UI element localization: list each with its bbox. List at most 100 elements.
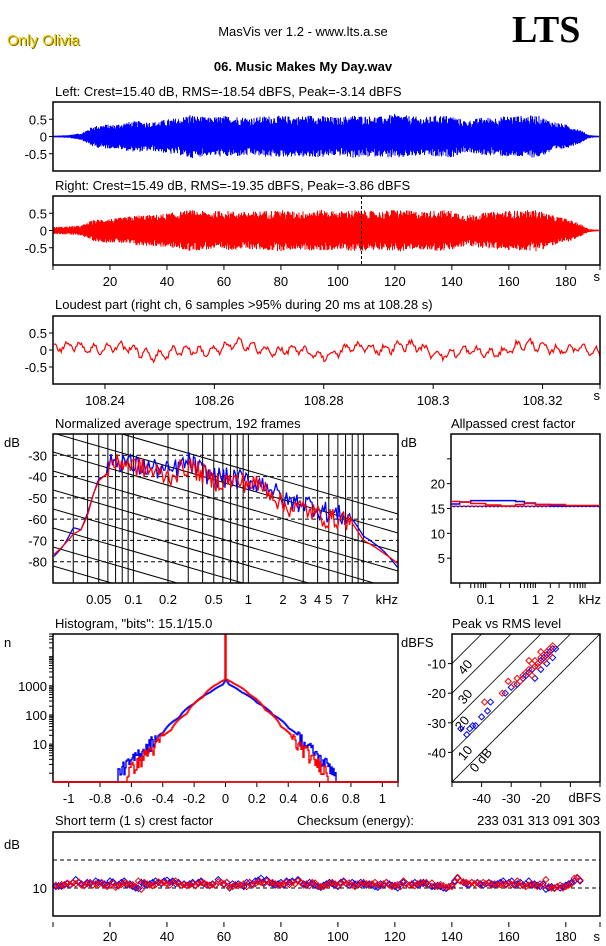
crest-point-right [334, 882, 342, 890]
y-tick-label: -0.5 [25, 147, 47, 162]
allpassed-right-line [451, 500, 600, 507]
crest-point-right [129, 880, 137, 889]
y-tick-label: -20 [427, 686, 446, 701]
crest-point-right [465, 880, 473, 888]
left-waveform-plot: 0.5 0 -0.5 [25, 101, 601, 172]
x-tick-label: -0.8 [89, 791, 111, 806]
checksum-label: Checksum (energy): [297, 813, 414, 828]
slope-line [53, 527, 245, 583]
crest-point-left [171, 880, 180, 888]
crest-point-right [516, 882, 524, 890]
crest-point-right [126, 881, 134, 889]
crest-point-right [419, 880, 428, 888]
spectrum-ylabel: dB [4, 435, 20, 450]
right-waveform-title: Right: Crest=15.49 dB, RMS=-19.35 dBFS, … [55, 178, 410, 193]
x-tick-label: -0.6 [120, 791, 142, 806]
crest-point-right [109, 879, 117, 887]
crest-point-left [240, 882, 248, 891]
pvr-point-right [504, 677, 512, 686]
crest-point-right [470, 880, 479, 888]
x-tick-label: 0 [222, 791, 229, 806]
loudest-part-title: Loudest part (right ch, 6 samples >95% d… [55, 297, 433, 312]
crest-point-right [337, 880, 345, 888]
crest-point-right [234, 882, 242, 890]
crest-point-right [368, 880, 376, 888]
crest-point-left [285, 878, 294, 887]
crest-point-right [411, 882, 419, 890]
crest-point-right [302, 880, 311, 888]
y-tick-label: 0 [40, 224, 47, 239]
x-tick-label: 100 [327, 929, 349, 944]
pvr-point-right [528, 671, 536, 680]
crest-point-right [134, 877, 143, 885]
y-tick-label: -0.5 [25, 241, 47, 256]
crest-point-right [356, 880, 365, 889]
crest-point-right [280, 880, 288, 888]
crest-point-right [525, 881, 533, 889]
crest-point-right [188, 880, 197, 888]
loudest-part-plot: 0.5 0 -0.5 108.24 108.26 108.28 108.3 108.32 [25, 315, 601, 408]
left-waveform-title: Left: Crest=15.40 dB, RMS=-18.54 dBFS, P… [55, 84, 402, 99]
y-tick-label: 10 [33, 881, 47, 896]
slope-line [53, 489, 376, 583]
crest-point-right [562, 882, 570, 891]
pvr-point-right [540, 656, 548, 665]
y-tick-label: -30 [427, 716, 446, 731]
slope-line [53, 546, 179, 583]
right-waveform-plot: 0.5 0 -0.5 20 40 60 80 100 120 140 160 180 [25, 195, 601, 289]
x-tick-label: 20 [103, 929, 117, 944]
y-tick-label: -80 [28, 555, 47, 570]
crest-point-left [103, 881, 111, 889]
crest-point-right [413, 880, 422, 888]
crest-point-left [513, 880, 522, 888]
crest-point-right [567, 880, 576, 888]
x-tick-label: 160 [498, 274, 520, 289]
crest-point-right [117, 880, 126, 889]
x-tick-label: 5 [325, 592, 332, 607]
allpassed-crest-plot: 20 15 10 5 0.1 1 2 [431, 433, 601, 607]
crest-point-right [131, 882, 140, 891]
pvr-point-left [471, 722, 480, 730]
x-tick-label: 0.4 [279, 791, 297, 806]
crest-point-right [89, 881, 97, 889]
y-tick-label: -50 [28, 491, 47, 506]
crest-point-right [325, 880, 334, 888]
crest-point-right [157, 879, 165, 887]
crest-point-right [322, 881, 331, 889]
x-tick-label: 1 [379, 791, 386, 806]
x-tick-label: -0.2 [183, 791, 205, 806]
slope-line [53, 470, 398, 572]
crest-point-right [54, 882, 63, 891]
crest-point-right [72, 880, 80, 888]
x-tick-label: 100 [327, 274, 349, 289]
x-tick-label: 2 [547, 592, 554, 607]
y-tick-label: 100 [25, 708, 47, 723]
crest-point-right [331, 880, 339, 888]
crest-point-right [536, 880, 544, 888]
peak-vs-rms-title: Peak vs RMS level [452, 616, 561, 631]
crest-point-right [576, 876, 584, 884]
x-tick-label: -20 [531, 791, 550, 806]
crest-point-right [149, 882, 157, 890]
artist-name: Only Olivia [7, 32, 80, 49]
crest-point-right [425, 881, 433, 889]
x-tick-label: 108.26 [194, 393, 234, 408]
pvr-point-right [548, 642, 557, 650]
pvr-point-left [483, 707, 492, 715]
x-tick-label: 108.28 [304, 393, 344, 408]
pvr-point-left [548, 653, 557, 662]
short-term-frame [52, 831, 601, 917]
crest-point-right [507, 880, 516, 889]
slope-line [53, 508, 311, 583]
crest-point-right [274, 881, 282, 889]
pvr-point-right [498, 689, 507, 697]
y-tick-label: -70 [28, 533, 47, 548]
pvr-point-right [510, 680, 518, 689]
y-tick-label: 10 [431, 526, 445, 541]
x-tick-label: 0.6 [311, 791, 329, 806]
x-tick-label: 4 [314, 592, 321, 607]
y-tick-label: 0.5 [29, 206, 47, 221]
x-tick-label: 140 [441, 274, 463, 289]
crest-point-right [539, 882, 547, 890]
crest-point-right [433, 882, 442, 891]
